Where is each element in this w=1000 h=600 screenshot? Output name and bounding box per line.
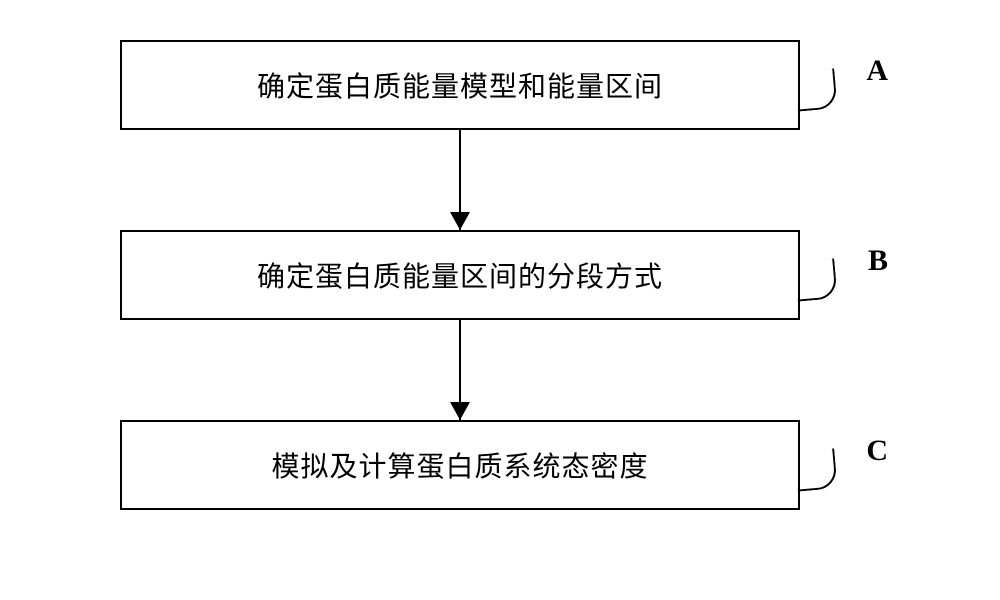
curve-b [794, 258, 837, 301]
arrow-b-to-c [120, 320, 800, 420]
step-box-c: 模拟及计算蛋白质系统态密度 C [120, 420, 800, 510]
label-c: C [866, 434, 888, 468]
label-a: A [866, 54, 888, 88]
step-text-b: 确定蛋白质能量区间的分段方式 [257, 255, 663, 295]
arrow-a-to-b [120, 130, 800, 230]
step-text-c: 模拟及计算蛋白质系统态密度 [271, 445, 648, 485]
curve-a [794, 68, 837, 111]
step-text-a: 确定蛋白质能量模型和能量区间 [257, 65, 663, 105]
curve-c [794, 448, 837, 491]
arrow-head-ab [450, 212, 470, 230]
flowchart-container: 确定蛋白质能量模型和能量区间 A 确定蛋白质能量区间的分段方式 B 模拟及计算蛋… [120, 40, 880, 510]
step-box-a: 确定蛋白质能量模型和能量区间 A [120, 40, 800, 130]
arrow-head-bc [450, 402, 470, 420]
step-box-b: 确定蛋白质能量区间的分段方式 B [120, 230, 800, 320]
label-b: B [868, 244, 888, 278]
